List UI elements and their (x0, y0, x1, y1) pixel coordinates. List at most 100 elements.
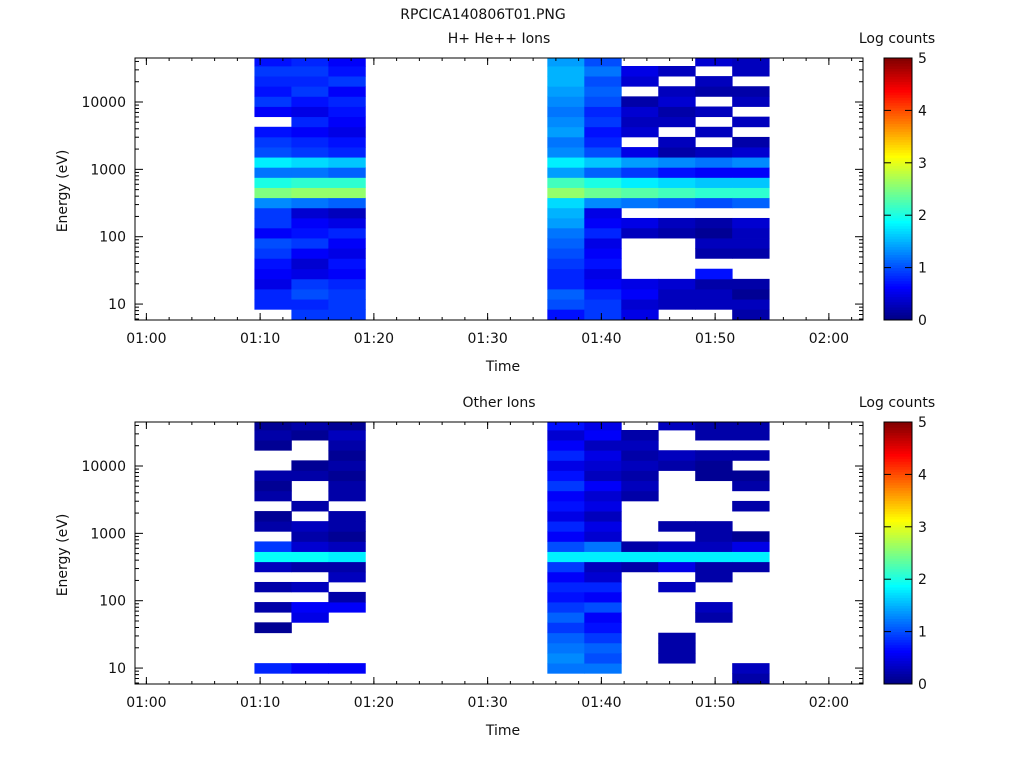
heatmap-cell (621, 299, 659, 310)
heatmap-cell (328, 422, 366, 431)
heatmap-cell (732, 58, 770, 67)
heatmap-cells (254, 58, 770, 321)
heatmap-cell (291, 238, 329, 249)
heatmap-cell (547, 541, 585, 552)
colorbar-tick-label: 1 (918, 261, 927, 277)
heatmap-cell (732, 531, 770, 542)
heatmap-cell (547, 258, 585, 270)
x-tick-label: 01:10 (240, 695, 280, 711)
heatmap-cell (584, 177, 622, 188)
heatmap-cell (695, 571, 733, 583)
heatmap-cell (254, 541, 292, 552)
heatmap-cell (695, 612, 733, 623)
heatmap-cell (547, 136, 585, 148)
heatmap-cell (291, 126, 329, 138)
heatmap-cell (621, 460, 659, 471)
heatmap-cell (584, 309, 622, 321)
heatmap-cell (547, 632, 585, 644)
heatmap-cell (547, 460, 585, 471)
heatmap-cell (695, 227, 733, 239)
heatmap-cell (328, 440, 366, 451)
heatmap-cell (695, 278, 733, 290)
heatmap-cell (584, 187, 622, 199)
heatmap-cell (621, 197, 659, 209)
heatmap-cell (328, 299, 366, 310)
heatmap-cell (254, 490, 292, 502)
heatmap-cell (695, 531, 733, 542)
colorbar-tick-label: 1 (918, 625, 927, 641)
heatmap-cell (547, 238, 585, 249)
heatmap-cell (547, 197, 585, 209)
heatmap-cell (695, 106, 733, 118)
x-tick-label: 01:40 (581, 695, 621, 711)
heatmap-cell (732, 663, 770, 674)
heatmap-cell (584, 268, 622, 280)
heatmap-cell (254, 663, 292, 674)
heatmap-cell (695, 238, 733, 249)
heatmap-cell (254, 480, 292, 492)
heatmap-cell (732, 177, 770, 188)
heatmap-cell (658, 551, 696, 563)
heatmap-cell (254, 299, 292, 310)
heatmap-cell (584, 422, 622, 431)
heatmap-cell (328, 167, 366, 178)
heatmap-cell (732, 541, 770, 552)
heatmap-cell (732, 136, 770, 148)
heatmap-cell (328, 217, 366, 229)
heatmap-cell (621, 450, 659, 461)
heatmap-cell (328, 157, 366, 168)
heatmap-cell (291, 96, 329, 107)
heatmap-cell (584, 622, 622, 634)
heatmap-cell (291, 106, 329, 118)
colorbar-tick-label: 0 (918, 313, 927, 329)
heatmap-cell (695, 187, 733, 199)
y-tick-label: 10 (108, 661, 126, 677)
heatmap-cell (584, 430, 622, 441)
heatmap-cell (328, 511, 366, 522)
heatmap-cell (695, 450, 733, 461)
heatmap-cell (328, 86, 366, 97)
heatmap-cell (547, 591, 585, 603)
heatmap-cell (732, 551, 770, 563)
heatmap-cell (695, 521, 733, 532)
colorbar-tick-label: 5 (918, 415, 927, 431)
heatmap-cell (584, 157, 622, 168)
heatmap-cell (291, 217, 329, 229)
heatmap-cell (254, 440, 292, 451)
colorbar-tick-label: 2 (918, 572, 927, 588)
heatmap-cell (584, 227, 622, 239)
heatmap-cell (328, 531, 366, 542)
y-tick-label: 10 (108, 297, 126, 313)
heatmap-cell (584, 470, 622, 482)
heatmap-cell (547, 422, 585, 431)
heatmap-cell (695, 602, 733, 613)
heatmap-cell (547, 147, 585, 158)
heatmap-cell (584, 591, 622, 603)
y-axis-label: Energy (eV) (55, 150, 71, 233)
heatmap-cell (328, 106, 366, 118)
heatmap-cell (291, 561, 329, 573)
heatmap-cell (291, 116, 329, 128)
heatmap-cell (254, 86, 292, 97)
x-tick-label: 01:00 (126, 695, 166, 711)
heatmap-cell (584, 258, 622, 270)
heatmap-cell (328, 258, 366, 270)
heatmap-cell (695, 58, 733, 67)
heatmap-cell (584, 571, 622, 583)
heatmap-cell (621, 551, 659, 563)
heatmap-cell (328, 136, 366, 148)
heatmap-cell (732, 430, 770, 441)
heatmap-cell (547, 551, 585, 563)
colorbar-title: Log counts (859, 31, 935, 47)
heatmap-cell (658, 422, 696, 431)
heatmap-cell (291, 76, 329, 87)
colorbar-tick-label: 3 (918, 156, 927, 172)
heatmap-cell (328, 268, 366, 280)
heatmap-cell (328, 187, 366, 199)
heatmap-cell (621, 187, 659, 199)
heatmap-cell (621, 66, 659, 77)
heatmap-cell (328, 450, 366, 461)
y-tick-label: 1000 (90, 526, 126, 542)
heatmap-cell (291, 541, 329, 552)
heatmap-cell (291, 248, 329, 259)
